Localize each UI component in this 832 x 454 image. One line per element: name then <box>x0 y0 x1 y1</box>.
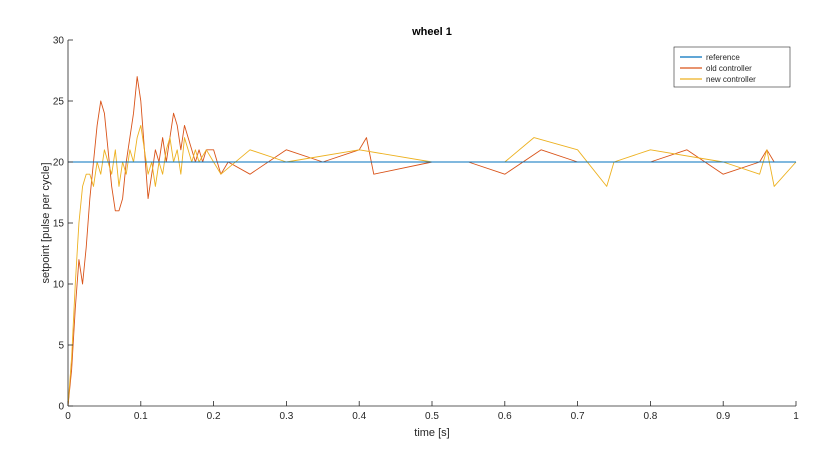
x-axis-label: time [s] <box>414 427 449 439</box>
series-line-old-controller <box>67 76 796 407</box>
x-tick-label: 0.6 <box>498 411 512 422</box>
x-tick-label: 0.7 <box>571 411 585 422</box>
chart-title: wheel 1 <box>411 26 452 38</box>
series-line-new-controller <box>67 124 797 407</box>
y-tick-label: 25 <box>53 97 65 108</box>
legend-box <box>673 46 791 88</box>
x-tick-label: 0.3 <box>279 411 293 422</box>
legend: reference old controller new controller <box>673 46 791 88</box>
legend-label-old-controller: old controller <box>706 64 752 73</box>
y-tick-label: 15 <box>53 219 65 230</box>
x-tick-label: 1 <box>793 411 799 422</box>
y-axis-label: setpoint [pulse per cycle] <box>40 162 52 283</box>
y-tick-label: 10 <box>53 280 65 291</box>
x-tick-label: 0.1 <box>134 411 148 422</box>
y-tick-label: 20 <box>53 158 65 169</box>
x-tick-label: 0.2 <box>207 411 221 422</box>
plot-area <box>68 40 796 406</box>
y-tick-label: 0 <box>58 402 64 413</box>
x-ticks: 0 0.1 0.2 0.3 0.4 0.5 0.6 0.7 0.8 0.9 1 <box>65 401 799 422</box>
x-tick-label: 0.5 <box>425 411 439 422</box>
y-tick-label: 30 <box>53 36 65 47</box>
y-ticks: 0 5 10 15 20 25 30 <box>53 36 73 413</box>
x-tick-label: 0.4 <box>352 411 366 422</box>
x-tick-label: 0.8 <box>643 411 657 422</box>
series-layer <box>67 76 797 407</box>
y-tick-label: 5 <box>58 341 64 352</box>
legend-label-reference: reference <box>706 53 740 62</box>
x-tick-label: 0.9 <box>716 411 730 422</box>
x-tick-label: 0 <box>65 411 71 422</box>
legend-label-new-controller: new controller <box>706 75 756 84</box>
